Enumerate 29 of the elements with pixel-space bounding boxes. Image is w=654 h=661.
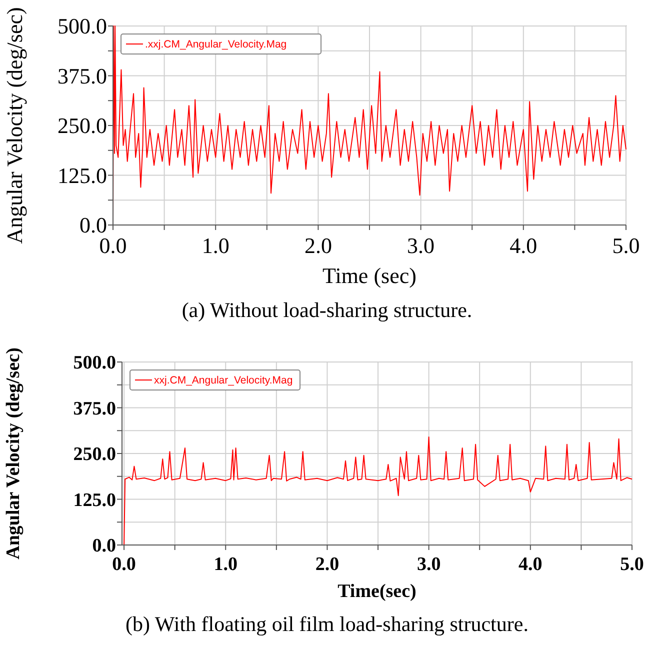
y-tick-label: 250.0 xyxy=(73,444,116,466)
x-tick-label: 0.0 xyxy=(112,554,136,575)
y-tick-label: 0.0 xyxy=(92,536,116,557)
y-tick-label: 125.0 xyxy=(58,162,107,188)
y-tick-label: 375.0 xyxy=(58,63,107,88)
x-tick-label: 4.0 xyxy=(518,554,542,575)
text: (b) With floating oil film load-sharing structure. xyxy=(126,612,528,636)
x-tick-label: 3.0 xyxy=(416,554,441,575)
y-tick-label: 500.0 xyxy=(73,352,116,374)
y-tick-label: 0.0 xyxy=(80,212,107,238)
x-tick-label: 5.0 xyxy=(620,554,644,575)
x-tick-label: 4.0 xyxy=(510,233,538,258)
y-axis-title: Angular Velocity (deg/sec) xyxy=(3,348,24,560)
x-tick-label: 2.0 xyxy=(315,554,340,575)
x-tick-label: 5.0 xyxy=(612,233,640,258)
text: (a) Without load-sharing structure. xyxy=(182,298,472,322)
x-tick-label: 1.0 xyxy=(214,554,238,575)
x-tick-label: 1.0 xyxy=(202,233,230,258)
y-tick-label: 125.0 xyxy=(73,490,116,511)
legend-label: xxj.CM_Angular_Velocity.Mag xyxy=(154,374,293,387)
x-tick-label: 3.0 xyxy=(407,233,435,258)
y-axis-title: Angular Velocity (deg/sec) xyxy=(2,7,27,244)
x-axis-title: Time (sec) xyxy=(322,263,416,288)
y-tick-label: 375.0 xyxy=(73,398,116,420)
y-tick-label: 250.0 xyxy=(58,113,107,138)
x-tick-label: 2.0 xyxy=(304,233,332,258)
x-axis-title: Time(sec) xyxy=(338,581,416,602)
y-tick-label: 500.0 xyxy=(58,14,107,39)
legend-label: .xxj.CM_Angular_Velocity.Mag xyxy=(145,38,287,51)
